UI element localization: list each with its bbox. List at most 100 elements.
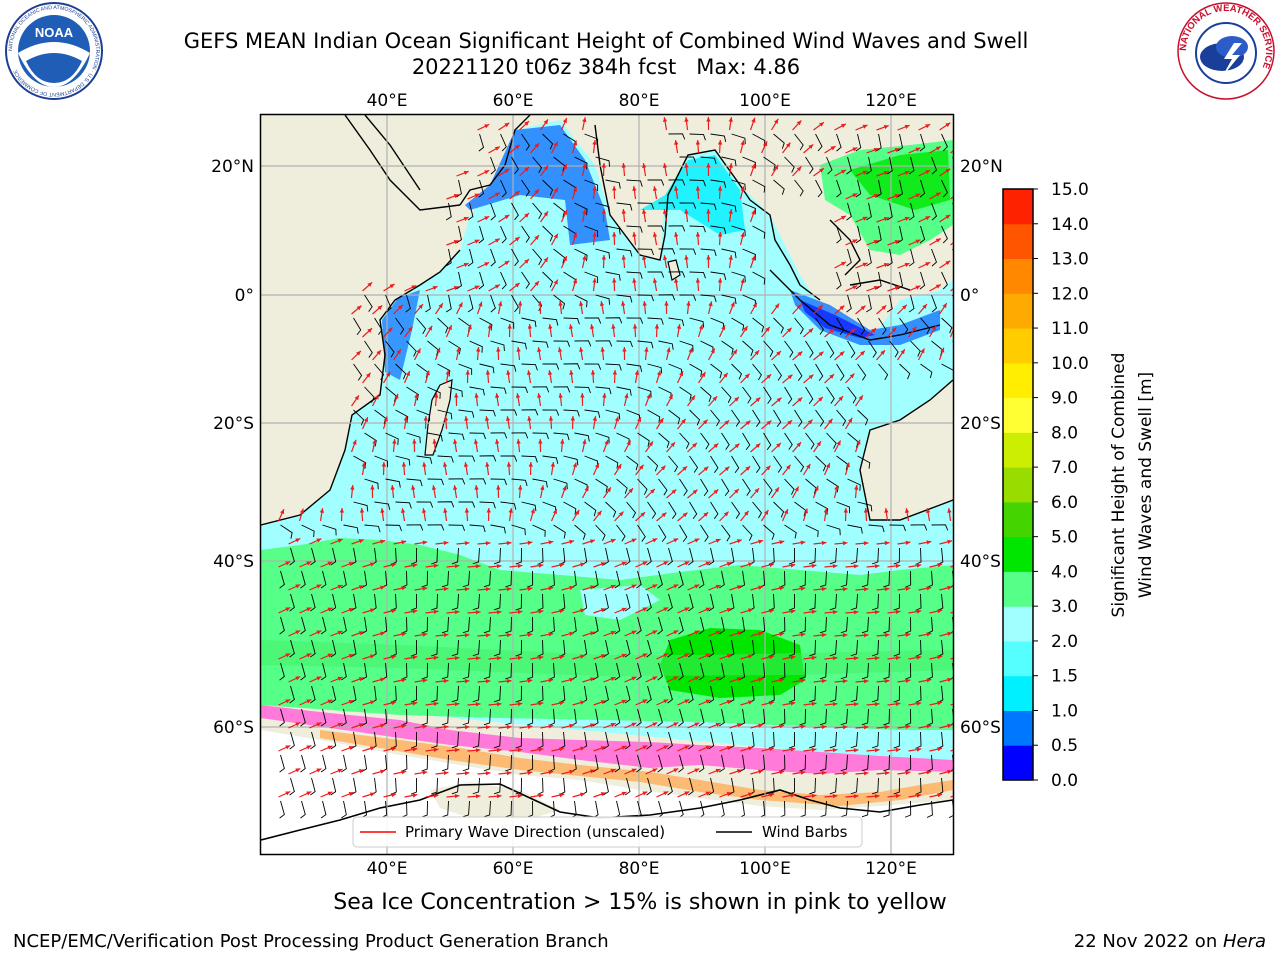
wave-arrow-head xyxy=(830,146,836,151)
wind-barb xyxy=(289,639,295,658)
colorbar-label: Significant Height of Combined Wind Wave… xyxy=(1109,353,1156,618)
wave-arrow-head xyxy=(498,301,503,307)
wave-arrow-head xyxy=(818,396,823,402)
wind-barb xyxy=(668,271,686,278)
wind-barb xyxy=(385,524,402,532)
wave-arrow-head xyxy=(715,630,721,635)
wind-barb xyxy=(679,202,697,209)
wind-barb xyxy=(511,386,529,394)
wind-barb xyxy=(289,547,295,566)
wind-barb xyxy=(584,409,601,418)
wave-direction-arrow xyxy=(961,259,970,268)
wind-barb xyxy=(721,432,730,450)
wave-arrow-head xyxy=(740,278,745,284)
wind-barb xyxy=(658,202,676,209)
wind-barb xyxy=(542,363,560,370)
wind-barb xyxy=(826,386,835,404)
wave-arrow-head xyxy=(790,793,796,798)
wave-arrow-head xyxy=(558,393,563,398)
wave-arrow-head xyxy=(582,117,587,123)
wind-barb xyxy=(515,639,522,657)
wave-arrow-head xyxy=(527,586,533,591)
wave-arrow-head xyxy=(839,305,845,311)
wind-barb xyxy=(689,133,706,141)
wave-arrow-head xyxy=(463,170,469,175)
wind-barb xyxy=(469,386,485,396)
wave-arrow-head xyxy=(295,722,301,727)
australia-coastline xyxy=(859,379,953,521)
wave-arrow-head xyxy=(717,232,723,237)
wind-barb xyxy=(731,501,741,519)
wave-arrow-head xyxy=(484,262,490,267)
wave-arrow-head xyxy=(600,562,606,567)
wave-arrow-head xyxy=(505,416,511,421)
wind-barb xyxy=(532,248,543,266)
wind-barb xyxy=(574,524,586,540)
wave-arrow-head xyxy=(592,232,597,237)
wave-arrow-head xyxy=(604,439,609,445)
wind-barb xyxy=(574,340,592,347)
wind-barb xyxy=(668,179,686,186)
footer-host: Hera xyxy=(1222,931,1266,952)
wind-barb xyxy=(605,179,621,189)
lon-tick-top-3: 100°E xyxy=(739,91,791,111)
wind-barb xyxy=(574,294,588,308)
wave-arrow-head xyxy=(682,512,688,518)
wind-barb xyxy=(657,708,663,727)
wind-barb xyxy=(350,547,357,566)
wave-direction-arrow xyxy=(961,770,973,774)
wave-arrow-head xyxy=(394,393,399,399)
wave-arrow-head xyxy=(797,351,803,357)
wind-barb xyxy=(330,547,337,566)
wind-barb xyxy=(719,662,725,681)
wave-arrow-head xyxy=(935,192,941,197)
wave-arrow-head xyxy=(414,393,419,399)
wave-arrow-head xyxy=(432,285,438,291)
wind-barb xyxy=(886,156,893,175)
wind-barb xyxy=(445,248,452,267)
wind-barb xyxy=(500,363,517,372)
wave-arrow-head xyxy=(871,328,877,333)
wave-arrow-head xyxy=(968,769,973,773)
wind-barb xyxy=(731,225,746,237)
wind-barb xyxy=(637,202,654,210)
wave-arrow-head xyxy=(747,700,753,705)
wave-arrow-head xyxy=(862,216,868,221)
wave-arrow-head xyxy=(642,561,648,566)
wind-barb xyxy=(574,156,588,170)
wind-barb xyxy=(871,593,879,611)
wind-barb xyxy=(542,455,559,464)
wave-arrow-head xyxy=(606,487,611,493)
wind-barb xyxy=(614,616,621,635)
wave-arrow-head xyxy=(504,168,510,174)
wave-arrow-head xyxy=(751,163,756,169)
wind-barb xyxy=(451,639,459,657)
wave-arrow-head xyxy=(874,610,880,615)
wave-arrow-head xyxy=(779,678,785,683)
wind-barb xyxy=(500,271,507,290)
wave-arrow-head xyxy=(280,509,285,515)
wind-barb xyxy=(952,524,953,526)
wave-arrow-head xyxy=(935,146,941,151)
wave-arrow-head xyxy=(443,678,449,684)
wave-arrow-head xyxy=(829,328,835,334)
wave-arrow-head xyxy=(726,653,732,659)
wave-arrow-head xyxy=(968,585,973,589)
wave-arrow-head xyxy=(431,485,437,491)
wave-arrow-head xyxy=(661,512,667,518)
wave-arrow-head xyxy=(842,633,848,638)
wind-barb xyxy=(826,340,835,359)
wind-barb xyxy=(364,524,381,533)
wind-barb xyxy=(773,317,784,334)
wave-arrow-head xyxy=(926,632,932,637)
wind-barb xyxy=(542,409,560,416)
wave-arrow-head xyxy=(464,587,470,592)
wave-arrow-head xyxy=(514,144,520,150)
wave-arrow-head xyxy=(540,485,545,491)
wave-arrow-head xyxy=(915,285,921,290)
wave-arrow-head xyxy=(838,396,844,401)
wave-arrow-head xyxy=(808,144,814,150)
colorbar-bin xyxy=(1003,536,1033,572)
wave-arrow-head xyxy=(726,561,732,567)
wave-arrow-head xyxy=(401,632,407,637)
